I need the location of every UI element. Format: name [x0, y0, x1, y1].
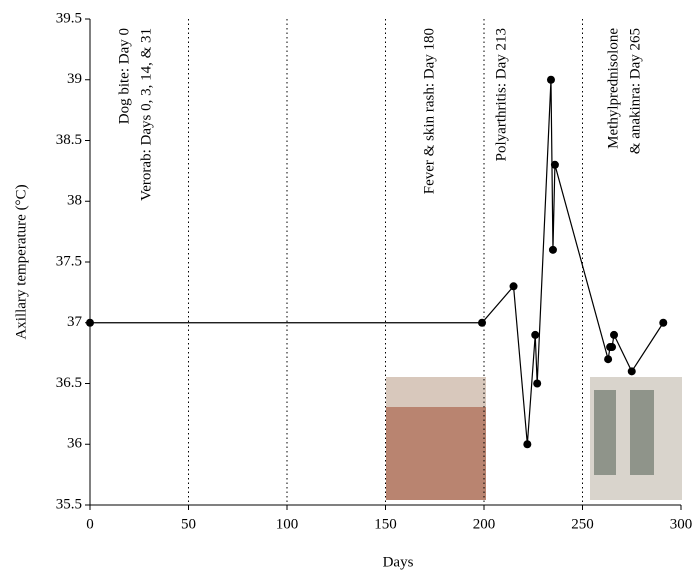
y-tick-label: 37.5: [56, 253, 82, 269]
annotation: Verorab: Days 0, 3, 14, & 31: [138, 28, 154, 201]
chart: Days Axillary temperature (°C) 35.5 36 36.…: [0, 0, 695, 576]
x-tick-label: 300: [670, 516, 693, 532]
photo-leg-right: [630, 390, 654, 475]
y-tick-label: 35.5: [56, 496, 82, 512]
photo-rash-bg: [386, 377, 486, 407]
x-tick-label: 250: [571, 516, 594, 532]
y-axis-label: Axillary temperature (°C): [13, 184, 29, 339]
annotation: & anakinra: Day 265: [627, 28, 643, 154]
annotation: Polyarthritis: Day 213: [493, 28, 509, 161]
data-point: [86, 319, 94, 327]
annotation: Dog bite: Day 0: [116, 28, 132, 124]
x-tick-label: 100: [276, 516, 299, 532]
data-point: [551, 161, 559, 169]
x-tick-label: 200: [473, 516, 496, 532]
data-point: [478, 319, 486, 327]
data-point: [628, 367, 636, 375]
photo-leg-left: [594, 390, 616, 475]
annotation: Fever & skin rash: Day 180: [421, 28, 437, 194]
data-point: [547, 76, 555, 84]
y-tick-label: 38: [67, 193, 82, 209]
annotation: Methylprednisolone: [605, 28, 621, 149]
y-tick-label: 36: [67, 436, 83, 452]
y-tick-label: 38.5: [56, 132, 82, 148]
y-tick-label: 36.5: [56, 375, 82, 391]
data-point: [531, 331, 539, 339]
data-point: [533, 380, 541, 388]
x-axis-label: Days: [383, 554, 414, 570]
x-tick-label: 150: [374, 516, 397, 532]
data-point: [510, 282, 518, 290]
y-tick-label: 39: [67, 71, 82, 87]
data-point: [608, 343, 616, 351]
x-tick-label: 0: [86, 516, 94, 532]
data-point: [523, 440, 531, 448]
data-point: [604, 355, 612, 363]
data-point: [549, 246, 557, 254]
data-point: [659, 319, 667, 327]
data-line: [90, 80, 663, 445]
data-point: [610, 331, 618, 339]
y-tick-label: 39.5: [56, 10, 82, 26]
x-tick-label: 50: [181, 516, 196, 532]
y-tick-label: 37: [67, 314, 83, 330]
